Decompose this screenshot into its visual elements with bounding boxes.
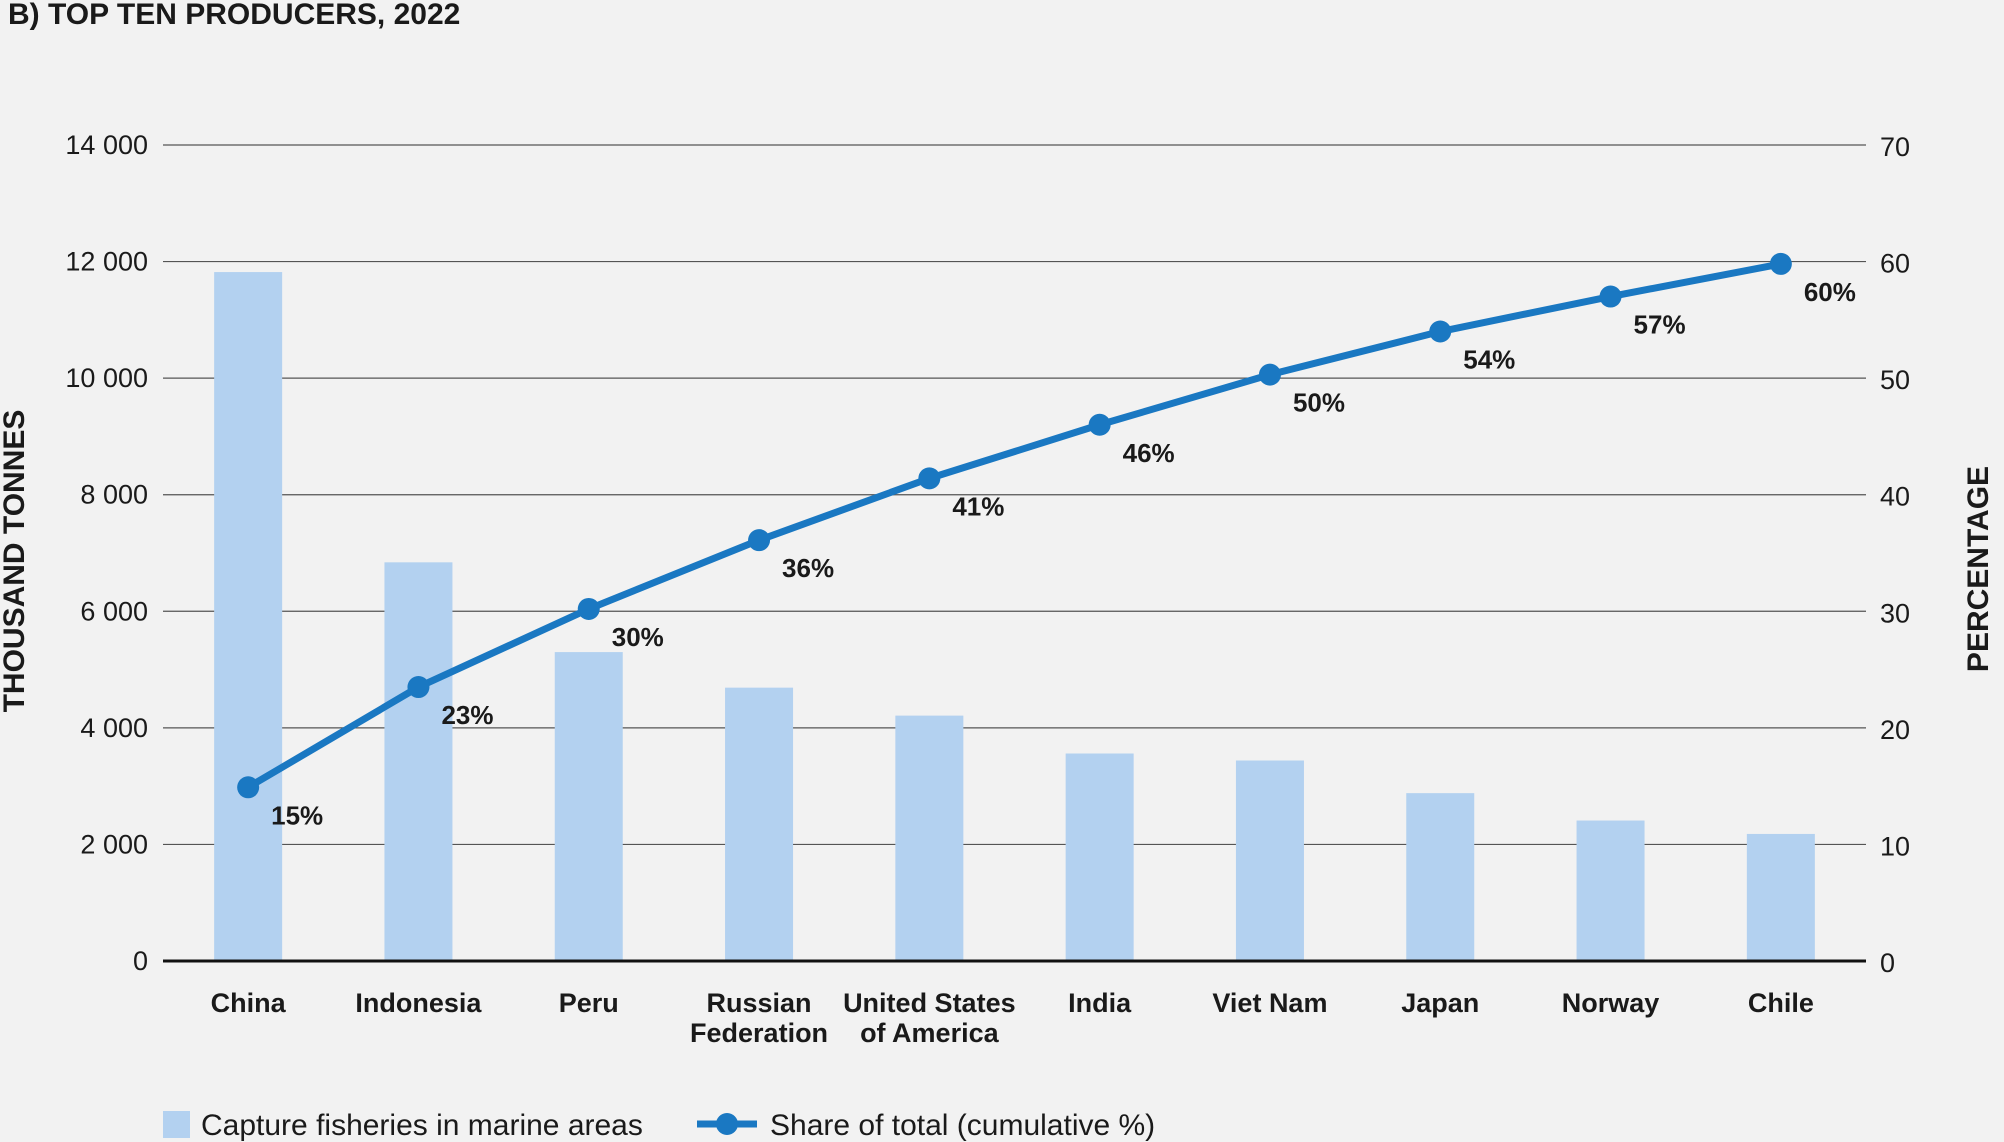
bar-1 <box>214 272 283 961</box>
y-axis-title-left: THOUSAND TONNES <box>0 410 31 713</box>
x-tick-label: Indonesia <box>355 988 482 1018</box>
bar-6 <box>1065 753 1134 961</box>
x-tick-label: India <box>1068 988 1132 1018</box>
bar-7 <box>1235 760 1304 961</box>
data-label: 46% <box>1123 438 1175 468</box>
line-point-2 <box>407 676 430 699</box>
legend-swatch-bars <box>163 1111 190 1138</box>
line-point-10 <box>1769 252 1792 275</box>
legend-swatch-marker <box>716 1113 738 1135</box>
line-point-5 <box>918 467 941 490</box>
y-tick-label-right: 50 <box>1880 365 1910 395</box>
labels: 14 000 70 12 000 60 10 000 50 8 000 40 6 000 30 4 … <box>65 130 1910 1048</box>
line-point-7 <box>1258 363 1281 386</box>
x-tick-label: of America <box>860 1018 1000 1048</box>
line-point-3 <box>577 597 600 620</box>
bar-series <box>214 272 1815 961</box>
bar-8 <box>1406 793 1475 961</box>
data-label: 57% <box>1634 310 1686 340</box>
bar-3 <box>554 652 623 961</box>
y-tick-label-right: 40 <box>1880 482 1910 512</box>
data-label: 41% <box>952 491 1004 521</box>
x-tick-label: Viet Nam <box>1212 988 1327 1018</box>
y-tick-label-right: 60 <box>1880 249 1910 279</box>
line-point-6 <box>1088 413 1111 436</box>
y-tick-label-left: 4 000 <box>80 713 148 743</box>
cumulative-share-line <box>246 260 1782 791</box>
y-tick-label-left: 10 000 <box>65 363 148 393</box>
data-label: 60% <box>1804 277 1856 307</box>
data-label: 15% <box>271 800 323 830</box>
x-tick-label: Norway <box>1562 988 1660 1018</box>
line-point-9 <box>1599 285 1622 308</box>
data-label: 36% <box>782 553 834 583</box>
x-tick-label: Chile <box>1748 988 1814 1018</box>
legend: Capture fisheries in marine areas Share o… <box>163 1109 1155 1142</box>
y-tick-label-left: 8 000 <box>80 480 148 510</box>
bar-2 <box>384 562 453 961</box>
y-tick-label-left: 2 000 <box>80 829 148 859</box>
line-point-4 <box>748 529 771 552</box>
bar-10 <box>1746 833 1815 961</box>
y-tick-label-left: 12 000 <box>65 247 148 277</box>
x-tick-label: United States <box>843 988 1016 1018</box>
legend-label-bars: Capture fisheries in marine areas <box>201 1109 643 1142</box>
line-point-8 <box>1429 320 1452 343</box>
data-label: 50% <box>1293 388 1345 418</box>
line-point-1 <box>237 776 260 799</box>
y-tick-label-left: 14 000 <box>65 130 148 160</box>
bar-9 <box>1576 820 1645 961</box>
bar-5 <box>895 715 964 961</box>
y-tick-label-right: 0 <box>1880 948 1895 978</box>
y-axis-title-right: PERCENTAGE <box>1962 466 1995 672</box>
y-tick-label-right: 70 <box>1880 132 1910 162</box>
x-tick-label: Federation <box>690 1018 828 1048</box>
x-tick-label: Russian <box>707 988 812 1018</box>
y-tick-label-right: 10 <box>1880 831 1910 861</box>
data-label: 23% <box>441 700 493 730</box>
bar-4 <box>725 687 794 961</box>
y-tick-label-right: 20 <box>1880 715 1910 745</box>
y-tick-label-left: 6 000 <box>80 596 148 626</box>
x-tick-label: Peru <box>559 988 619 1018</box>
y-tick-label-left: 0 <box>133 946 148 976</box>
x-tick-label: China <box>211 988 287 1018</box>
data-label: 30% <box>612 622 664 652</box>
chart-title: B) TOP TEN PRODUCERS, 2022 <box>8 0 460 31</box>
legend-label-line: Share of total (cumulative %) <box>770 1109 1155 1142</box>
line-series <box>237 252 1792 799</box>
y-tick-label-right: 30 <box>1880 598 1910 628</box>
x-tick-label: Japan <box>1401 988 1479 1018</box>
data-label: 54% <box>1463 345 1515 375</box>
